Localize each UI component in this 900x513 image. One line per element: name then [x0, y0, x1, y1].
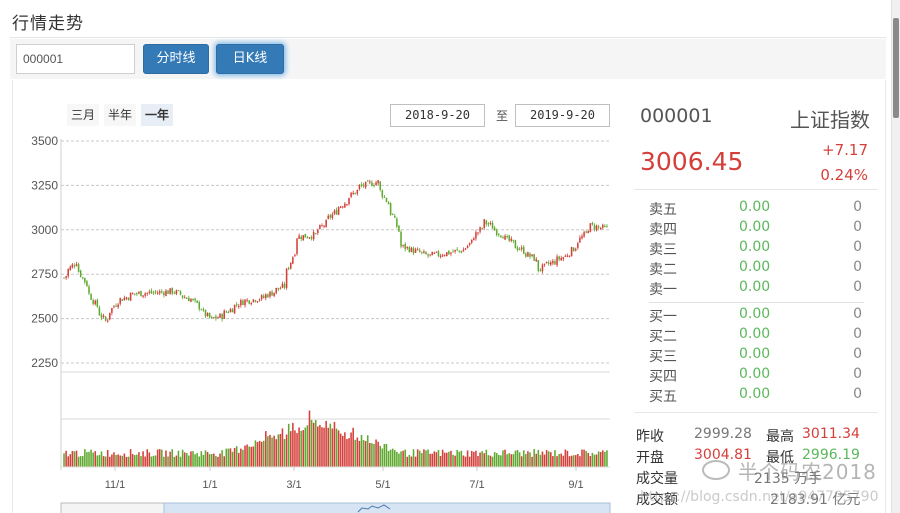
navigator-selection — [163, 502, 611, 513]
row-volume: 0 — [853, 306, 862, 322]
row-label: 卖五 — [649, 202, 677, 218]
stats-row: 成交额 2183.91 亿元 — [634, 489, 878, 510]
row-price: 0.00 — [739, 219, 771, 235]
watermark-text: 半个码农2018 — [738, 460, 877, 484]
row-volume: 0 — [853, 219, 862, 235]
quote-divider — [634, 189, 878, 190]
row-price: 0.00 — [739, 259, 771, 275]
prev-close-label: 昨收 — [636, 429, 664, 445]
volume-bars — [63, 410, 608, 467]
row-volume: 0 — [853, 279, 862, 295]
order-book-row: 买二 0.00 0 — [634, 326, 878, 346]
row-price: 0.00 — [739, 239, 771, 255]
row-volume: 0 — [853, 326, 862, 342]
row-volume: 0 — [853, 366, 862, 382]
row-volume: 0 — [853, 239, 862, 255]
quote-code: 000001 — [640, 105, 713, 127]
stats-table: 昨收 2999.28 最高 3011.34 开盘 3004.81 最低 2996… — [634, 426, 878, 510]
quote-change: +7.17 — [822, 141, 868, 159]
order-book-row: 买五 0.00 0 — [634, 386, 878, 406]
row-label: 买三 — [649, 349, 677, 365]
row-volume: 0 — [853, 346, 862, 362]
row-label: 买四 — [649, 369, 677, 385]
svg-text:11/1: 11/1 — [105, 479, 126, 491]
order-book-row: 卖一 0.00 0 — [634, 279, 878, 299]
order-book-end-divider — [634, 412, 878, 413]
page-title: 行情走势 — [12, 14, 84, 34]
open-value: 3004.81 — [694, 447, 752, 463]
date-separator: 至 — [496, 109, 509, 123]
order-book-divider — [649, 302, 864, 303]
order-book-row: 卖三 0.00 0 — [634, 239, 878, 259]
row-price: 0.00 — [739, 279, 771, 295]
amount-label: 成交额 — [636, 492, 678, 508]
range-3m-button[interactable]: 三月 — [67, 104, 100, 126]
stats-row: 成交量 2135 万手 — [634, 468, 878, 489]
order-book-row: 卖四 0.00 0 — [634, 219, 878, 239]
wechat-icon — [702, 460, 730, 480]
order-book-row: 买三 0.00 0 — [634, 346, 878, 366]
svg-text:3000: 3000 — [31, 223, 58, 237]
row-volume: 0 — [853, 199, 862, 215]
stats-row: 开盘 3004.81 最低 2996.19 — [634, 447, 878, 468]
row-label: 卖二 — [649, 262, 677, 278]
high-label: 最高 — [766, 429, 794, 445]
svg-text:2500: 2500 — [31, 312, 58, 326]
row-volume: 0 — [853, 259, 862, 275]
volume-label: 成交量 — [636, 471, 678, 487]
low-label: 最低 — [766, 450, 794, 466]
row-label: 买一 — [649, 309, 677, 325]
svg-text:3500: 3500 — [31, 134, 58, 148]
svg-text:7/1: 7/1 — [469, 479, 484, 491]
end-date-input[interactable]: 2019-9-20 — [515, 104, 610, 127]
start-date-input[interactable]: 2018-9-20 — [390, 104, 485, 127]
row-label: 卖三 — [649, 242, 677, 258]
order-book-row: 买一 0.00 0 — [634, 306, 878, 326]
candlesticks — [63, 179, 608, 323]
intraday-button[interactable]: 分时线 — [143, 44, 209, 74]
row-volume: 0 — [853, 386, 862, 402]
row-price: 0.00 — [739, 346, 771, 362]
row-price: 0.00 — [739, 326, 771, 342]
svg-text:1/1: 1/1 — [202, 479, 217, 491]
row-price: 0.00 — [739, 306, 771, 322]
kline-chart[interactable]: 2250 2500 2750 3000 3250 3500 11/1 1/1 3/1 5/1 7/1… — [0, 0, 630, 513]
content-panel — [12, 80, 886, 513]
row-price: 0.00 — [739, 366, 771, 382]
row-price: 0.00 — [739, 199, 771, 215]
prev-close-value: 2999.28 — [694, 426, 752, 442]
svg-text:9/1: 9/1 — [568, 479, 583, 491]
range-6m-button[interactable]: 半年 — [104, 104, 137, 126]
svg-text:5/1: 5/1 — [375, 479, 390, 491]
order-book-row: 买四 0.00 0 — [634, 366, 878, 386]
title-divider — [10, 37, 886, 38]
volume-value: 2135 万手 — [754, 471, 823, 487]
quote-price: 3006.45 — [640, 147, 744, 176]
low-value: 2996.19 — [802, 447, 860, 463]
range-1y-button[interactable]: 一年 — [141, 104, 174, 126]
daily-kline-button[interactable]: 日K线 — [216, 44, 284, 74]
row-label: 卖四 — [649, 222, 677, 238]
scrollbar-thumb[interactable] — [893, 18, 899, 118]
order-book-row: 卖五 0.00 0 — [634, 199, 878, 219]
row-price: 0.00 — [739, 386, 771, 402]
row-label: 买五 — [649, 389, 677, 405]
svg-text:2250: 2250 — [31, 356, 58, 370]
quote-name: 上证指数 — [790, 108, 870, 132]
stats-row: 昨收 2999.28 最高 3011.34 — [634, 426, 878, 447]
order-book-row: 卖二 0.00 0 — [634, 259, 878, 279]
page-scrollbar[interactable] — [891, 0, 900, 513]
amount-value: 2183.91 亿元 — [770, 492, 861, 508]
quote-change-pct: 0.24% — [820, 166, 868, 184]
watermark-url: https://blog.csdn.net/a947795790 — [640, 489, 879, 505]
svg-text:3250: 3250 — [31, 178, 58, 192]
order-book: 卖五 0.00 0 卖四 0.00 0 卖三 0.00 0 卖二 0.00 0 卖一 0.00 0 … — [634, 199, 878, 406]
row-label: 买二 — [649, 329, 677, 345]
svg-text:2750: 2750 — [31, 267, 58, 281]
svg-text:3/1: 3/1 — [286, 479, 301, 491]
open-label: 开盘 — [636, 450, 664, 466]
stock-code-input[interactable] — [16, 44, 135, 74]
row-label: 卖一 — [649, 282, 677, 298]
high-value: 3011.34 — [802, 426, 860, 442]
